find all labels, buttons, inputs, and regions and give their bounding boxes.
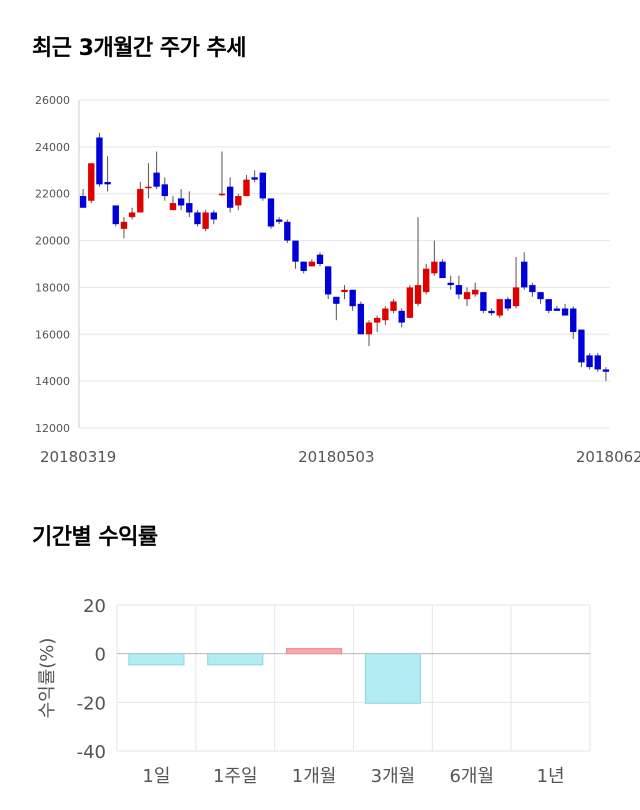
candle-body: [431, 261, 438, 274]
candle-body: [529, 285, 536, 293]
candle-body: [186, 203, 193, 213]
candle-body: [472, 289, 479, 295]
candle-body: [292, 240, 299, 262]
candle-body: [128, 212, 136, 218]
y-tick-label: 20000: [35, 235, 70, 248]
candle-body: [210, 212, 217, 220]
candle-body: [88, 163, 95, 201]
candle-body: [169, 203, 177, 211]
candle-body: [512, 287, 520, 307]
candle-body: [537, 292, 544, 300]
candle-body: [284, 221, 291, 241]
y-tick-label: 12000: [35, 422, 70, 435]
candle-body: [455, 285, 463, 295]
y-tick-label: 22000: [35, 188, 70, 201]
candle-body: [112, 205, 119, 225]
y-tick-label: 24000: [35, 141, 70, 154]
candle-body: [161, 184, 168, 197]
candle-body: [586, 355, 593, 368]
candle-body: [145, 186, 152, 189]
candle-body: [218, 193, 226, 196]
candle-body: [570, 308, 577, 332]
candle-body: [521, 261, 528, 288]
x-tick-label: 1년: [537, 766, 565, 787]
return-bar: [207, 653, 264, 666]
candle-body: [316, 254, 324, 264]
candle-body: [308, 261, 316, 267]
y-axis-label: 수익률(%): [37, 638, 58, 719]
candle-body: [545, 299, 552, 311]
candle-body: [120, 221, 128, 229]
candle-body: [235, 196, 242, 206]
y-tick-label: 14000: [35, 375, 70, 388]
y-tick-label: -20: [77, 693, 106, 714]
candle-body: [439, 261, 446, 279]
x-tick-label: 1주일: [213, 766, 258, 787]
return-bar: [128, 653, 185, 666]
candlestick-chart: 26000 24000 22000 20000 18000 16000 14000 12000…: [35, 94, 640, 466]
x-tick-label: 20180503: [298, 448, 374, 466]
candle-body: [414, 285, 422, 304]
candle-body: [553, 308, 561, 311]
candle-body: [300, 261, 307, 272]
candle-body: [463, 292, 471, 300]
candle-body: [373, 317, 381, 323]
candle-body: [398, 310, 405, 323]
candle-body: [578, 329, 585, 363]
x-tick-label: 3개월: [371, 766, 416, 787]
return-bar: [285, 648, 343, 655]
candle-body: [357, 303, 365, 335]
candle-body: [496, 299, 503, 316]
candle-body: [202, 212, 209, 229]
candle-body: [251, 177, 258, 180]
candle-body: [79, 196, 87, 208]
candle-body: [341, 289, 348, 293]
x-tick-label: 6개월: [449, 766, 494, 787]
candle-body: [153, 172, 160, 187]
price-trend-title: 최근 3개월간 주가 추세: [32, 36, 246, 61]
candle-body: [504, 299, 512, 309]
candle-body: [259, 172, 266, 199]
candle-body: [243, 179, 250, 197]
candle-body: [561, 308, 569, 316]
candle-body: [104, 182, 111, 185]
candle-body: [177, 198, 185, 206]
candle-body: [349, 289, 356, 307]
x-tick-label: 1개월: [292, 766, 337, 787]
x-tick-label: 1일: [142, 766, 170, 787]
candle-body: [488, 310, 495, 314]
candle-body: [267, 198, 275, 227]
candle-body: [382, 308, 389, 321]
candle-body: [390, 301, 397, 311]
candle-body: [602, 369, 610, 372]
candle-body: [594, 355, 601, 370]
y-tick-label: 20: [83, 596, 106, 617]
candle-body: [275, 219, 283, 222]
candle-body: [365, 322, 373, 335]
y-tick-label: 18000: [35, 281, 70, 294]
candle-body: [137, 189, 144, 213]
y-tick-label: -40: [77, 742, 106, 763]
return-bar: [364, 653, 422, 704]
y-tick-label: 26000: [35, 94, 70, 107]
candle-body: [96, 137, 103, 185]
x-tick-label: 20180622: [576, 448, 640, 466]
candle-body: [406, 287, 414, 318]
x-tick-label: 20180319: [40, 448, 116, 466]
y-tick-label: 0: [95, 645, 106, 666]
candle-body: [194, 212, 201, 225]
candle-body: [447, 282, 454, 286]
candle-body: [480, 292, 487, 311]
candle-body: [226, 186, 234, 208]
candle-body: [333, 296, 340, 304]
returns-title: 기간별 수익률: [32, 525, 158, 550]
candle-body: [423, 268, 430, 293]
candle-body: [324, 266, 332, 295]
y-tick-label: 16000: [35, 328, 70, 341]
